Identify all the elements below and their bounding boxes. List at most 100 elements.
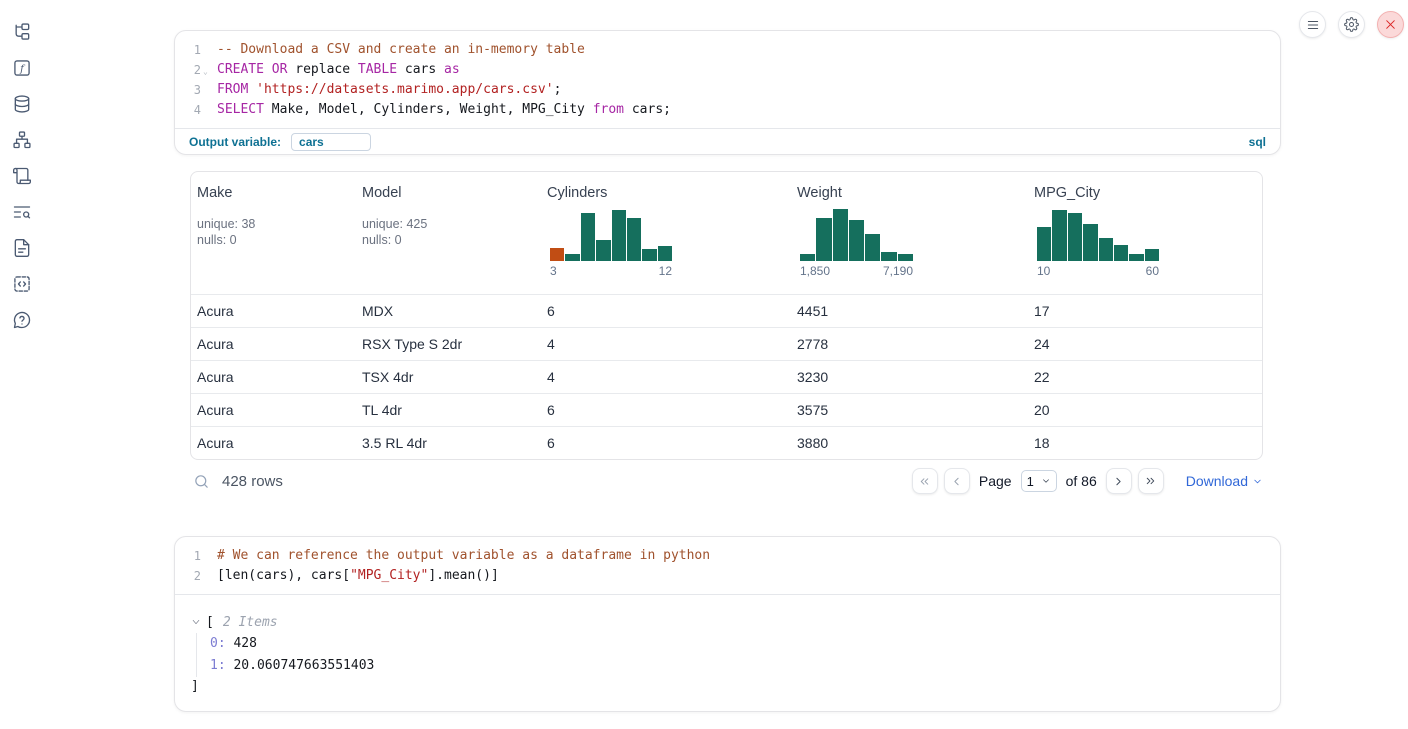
table-cell: 3575 <box>797 402 829 418</box>
search-icon[interactable] <box>190 470 212 492</box>
collapse-chevron-icon[interactable] <box>191 617 201 627</box>
histogram-bar <box>1083 223 1098 261</box>
code-text[interactable]: # We can reference the output variable a… <box>217 548 711 563</box>
histogram-bar <box>657 246 672 261</box>
output-variable-input[interactable] <box>291 133 372 151</box>
search-list-icon[interactable] <box>11 201 33 223</box>
logs-scroll-icon[interactable] <box>11 165 33 187</box>
histogram-bar <box>1098 238 1113 261</box>
language-badge[interactable]: sql <box>1248 135 1266 149</box>
download-button[interactable]: Download <box>1186 473 1263 489</box>
table-row[interactable]: Acura TSX 4dr 4 3230 22 <box>191 360 1262 393</box>
close-bracket: ] <box>191 679 199 694</box>
console-output: [ 2 Items 0: 428 1: 20.060747663551403 ] <box>175 594 1280 697</box>
help-icon[interactable] <box>11 309 33 331</box>
database-icon[interactable] <box>11 93 33 115</box>
code-line[interactable]: 3 FROM 'https://datasets.marimo.app/cars.… <box>175 80 1280 100</box>
histogram-bar <box>865 233 881 261</box>
code-text[interactable]: FROM 'https://datasets.marimo.app/cars.c… <box>217 82 562 97</box>
documentation-icon[interactable] <box>11 237 33 259</box>
table-row[interactable]: Acura TL 4dr 6 3575 20 <box>191 393 1262 426</box>
dependency-graph-icon[interactable] <box>11 129 33 151</box>
histogram-bar <box>800 254 816 261</box>
line-number: 1 <box>193 549 201 563</box>
histogram-max-label: 7,190 <box>882 264 913 278</box>
table-cell: 24 <box>1034 336 1050 352</box>
histogram-min-label: 3 <box>550 264 557 278</box>
code-line[interactable]: 2 [len(cars), cars["MPG_City"].mean()] <box>175 566 1280 586</box>
column-header-weight[interactable]: Weight 1,850 7,190 <box>797 185 913 278</box>
table-row[interactable]: Acura RSX Type S 2dr 4 2778 24 <box>191 327 1262 360</box>
table-cell: RSX Type S 2dr <box>362 336 463 352</box>
open-bracket: [ <box>206 614 214 630</box>
menu-button[interactable] <box>1299 11 1326 38</box>
sql-code-editor[interactable]: 1 -- Download a CSV and create an in-memo… <box>175 31 1280 128</box>
sql-cell: 1 -- Download a CSV and create an in-memo… <box>174 30 1281 155</box>
last-page-button[interactable] <box>1137 468 1164 494</box>
snippets-icon[interactable] <box>11 273 33 295</box>
table-row[interactable]: Acura MDX 6 4451 17 <box>191 294 1262 327</box>
code-text[interactable]: -- Download a CSV and create an in-memor… <box>217 42 585 57</box>
output-variable-label: Output variable: <box>189 135 282 149</box>
histogram-bar <box>1052 209 1067 261</box>
table-cell: MDX <box>362 303 394 319</box>
explorer-tree-icon[interactable] <box>11 21 33 43</box>
variables-icon[interactable]: f <box>11 57 33 79</box>
histogram-max-label: 12 <box>658 264 672 278</box>
table-cell: TL 4dr <box>362 402 402 418</box>
histogram-bar <box>1144 249 1159 261</box>
settings-button[interactable] <box>1338 11 1365 38</box>
python-code-editor[interactable]: 1 # We can reference the output variable … <box>175 537 1280 594</box>
table-cell: 3880 <box>797 435 829 451</box>
table-row[interactable]: Acura 3.5 RL 4dr 6 3880 18 <box>191 426 1262 459</box>
table-cell: 3230 <box>797 369 829 385</box>
code-text[interactable]: [len(cars), cars["MPG_City"].mean()] <box>217 568 499 583</box>
line-number: 3 <box>193 83 201 97</box>
table-cell: 6 <box>547 303 555 319</box>
histogram-bar <box>642 249 657 261</box>
column-header-mpg-city[interactable]: MPG_City 10 60 <box>1034 185 1159 278</box>
code-line[interactable]: 4 SELECT Make, Model, Cylinders, Weight, … <box>175 100 1280 120</box>
histogram-bar <box>596 240 611 261</box>
output-variable-row: Output variable: sql <box>175 128 1280 155</box>
column-header-make[interactable]: Make unique: 38 nulls: 0 <box>191 185 356 294</box>
histogram-bar <box>1037 226 1052 261</box>
table-footer: 428 rows Page 1 of 86 Download <box>190 462 1263 500</box>
first-page-button[interactable] <box>911 468 938 494</box>
code-line[interactable]: 1 # We can reference the output variable … <box>175 546 1280 566</box>
code-line[interactable]: 1 -- Download a CSV and create an in-memo… <box>175 40 1280 60</box>
table-cell: Acura <box>197 336 234 352</box>
code-line[interactable]: 2 ⌄ CREATE OR replace TABLE cars as <box>175 60 1280 80</box>
previous-page-button[interactable] <box>943 468 970 494</box>
table-cell: 4451 <box>797 303 829 319</box>
column-header-cylinders[interactable]: Cylinders 3 12 <box>547 185 672 278</box>
line-number: 2 <box>193 569 201 583</box>
result-table: Make unique: 38 nulls: 0 Model unique: 4… <box>190 171 1263 460</box>
histogram-bar <box>580 212 596 261</box>
table-cell: Acura <box>197 303 234 319</box>
chevron-down-icon <box>1254 479 1261 483</box>
shutdown-button[interactable] <box>1377 11 1404 38</box>
page-total-label: of 86 <box>1065 473 1097 489</box>
histogram-min-label: 1,850 <box>800 264 831 278</box>
weight-histogram: 1,850 7,190 <box>800 206 913 278</box>
items-count-label: 2 Items <box>222 614 278 630</box>
page-select[interactable]: 1 <box>1020 470 1057 492</box>
next-page-button[interactable] <box>1105 468 1132 494</box>
table-cell: 22 <box>1034 369 1050 385</box>
line-number: 4 <box>193 103 201 117</box>
code-text[interactable]: SELECT Make, Model, Cylinders, Weight, M… <box>217 102 671 117</box>
fold-chevron-icon[interactable]: ⌄ <box>203 67 208 76</box>
mpg-city-histogram: 10 60 <box>1037 206 1159 278</box>
list-entries: 0: 428 1: 20.060747663551403 <box>196 633 1264 677</box>
row-count: 428 rows <box>222 472 283 490</box>
code-text[interactable]: CREATE OR replace TABLE cars as <box>217 62 460 77</box>
table-cell: Acura <box>197 402 234 418</box>
table-cell: 6 <box>547 435 555 451</box>
line-number: 1 <box>193 43 201 57</box>
sidebar: f <box>0 0 44 729</box>
table-cell: 3.5 RL 4dr <box>362 435 427 451</box>
histogram-bar <box>626 217 642 261</box>
column-header-model[interactable]: Model unique: 425 nulls: 0 <box>356 185 541 294</box>
histogram-max-label: 60 <box>1145 264 1159 278</box>
